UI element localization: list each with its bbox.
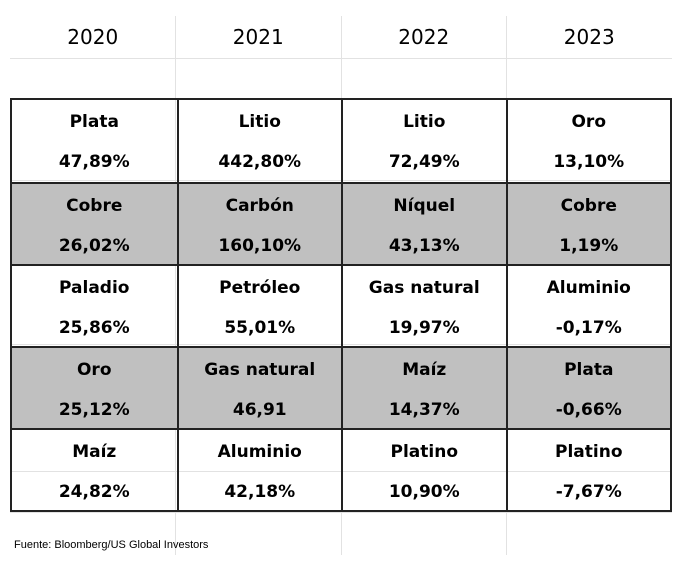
- commodity-name: Paladio: [59, 278, 130, 298]
- year-header: 2021: [232, 25, 284, 49]
- commodity-return: 24,82%: [58, 482, 130, 502]
- table-cell: Litio 442,80%: [176, 100, 342, 182]
- table-cell: Platino 10,90%: [341, 430, 506, 512]
- commodity-return: 19,97%: [388, 318, 460, 338]
- year-header: 2023: [563, 25, 615, 49]
- commodities-table: Plata 47,89% Litio 442,80% Litio 72,49% …: [10, 98, 672, 512]
- spreadsheet: 2020 2021 2022 2023 Plata 47,89% Litio 4…: [10, 16, 672, 555]
- commodity-return: 43,13%: [388, 236, 460, 256]
- table-cell: Platino -7,67%: [505, 430, 671, 512]
- table-cell: Oro 13,10%: [505, 100, 671, 182]
- table-row: Cobre 26,02% Carbón 160,10% Níquel 43,13…: [12, 182, 671, 266]
- table-cell: Litio 72,49%: [341, 100, 506, 182]
- commodity-return: 14,37%: [388, 400, 460, 420]
- commodity-name: Oro: [571, 112, 606, 132]
- year-header: 2022: [398, 25, 450, 49]
- commodity-return: 26,02%: [58, 236, 130, 256]
- gridline: [175, 16, 176, 555]
- commodity-return: -0,66%: [555, 400, 622, 420]
- commodity-return: 42,18%: [224, 482, 296, 502]
- commodity-return: 160,10%: [218, 236, 302, 256]
- table-row: Oro 25,12% Gas natural 46,91 Maíz 14,37%…: [12, 346, 671, 430]
- commodity-name: Litio: [238, 112, 281, 132]
- table-cell: Cobre 1,19%: [505, 184, 671, 266]
- table-cell: Maíz 24,82%: [12, 430, 177, 512]
- commodity-name: Oro: [76, 360, 112, 380]
- commodity-return: 55,01%: [224, 318, 296, 338]
- table-cell: Aluminio -0,17%: [505, 266, 671, 348]
- commodity-name: Petróleo: [219, 278, 301, 298]
- table-cell: Gas natural 19,97%: [341, 266, 506, 348]
- commodity-return: 442,80%: [218, 152, 302, 172]
- gridline: [10, 512, 672, 513]
- commodity-name: Carbón: [225, 196, 294, 216]
- table-cell: Plata -0,66%: [505, 348, 671, 430]
- table-cell: Níquel 43,13%: [341, 184, 506, 266]
- table-cell: Gas natural 46,91: [176, 348, 342, 430]
- commodity-name: Platino: [390, 442, 459, 462]
- commodity-return: 1,19%: [559, 236, 619, 256]
- commodity-name: Plata: [69, 112, 119, 132]
- commodity-return: 25,86%: [58, 318, 130, 338]
- year-header-row: 2020 2021 2022 2023: [10, 16, 672, 58]
- commodity-name: Maíz: [402, 360, 447, 380]
- commodity-name: Platino: [555, 442, 623, 462]
- commodity-name: Níquel: [393, 196, 456, 216]
- year-header: 2020: [67, 25, 119, 49]
- source-note: Fuente: Bloomberg/US Global Investors: [14, 539, 209, 551]
- commodity-name: Plata: [564, 360, 614, 380]
- commodity-name: Gas natural: [204, 360, 316, 380]
- table-cell: Cobre 26,02%: [12, 184, 177, 266]
- commodity-return: 46,91: [232, 400, 287, 420]
- table-cell: Plata 47,89%: [12, 100, 177, 182]
- commodity-name: Aluminio: [546, 278, 631, 298]
- commodity-return: 47,89%: [58, 152, 130, 172]
- table-row: Paladio 25,86% Petróleo 55,01% Gas natur…: [12, 264, 671, 348]
- table-cell: Carbón 160,10%: [176, 184, 342, 266]
- commodity-name: Maíz: [72, 442, 117, 462]
- commodity-name: Gas natural: [368, 278, 480, 298]
- table-cell: Paladio 25,86%: [12, 266, 177, 348]
- table-cell: Oro 25,12%: [12, 348, 177, 430]
- gridline: [10, 58, 672, 59]
- commodity-return: 25,12%: [58, 400, 130, 420]
- commodity-name: Aluminio: [217, 442, 302, 462]
- commodity-return: -7,67%: [555, 482, 622, 502]
- table-cell: Aluminio 42,18%: [176, 430, 342, 512]
- commodity-name: Cobre: [560, 196, 617, 216]
- table-cell: Maíz 14,37%: [341, 348, 506, 430]
- table-row: Plata 47,89% Litio 442,80% Litio 72,49% …: [12, 100, 670, 182]
- commodity-return: 10,90%: [388, 482, 460, 502]
- commodity-return: -0,17%: [555, 318, 622, 338]
- table-cell: Petróleo 55,01%: [176, 266, 342, 348]
- commodity-return: 72,49%: [388, 152, 460, 172]
- table-row: Maíz 24,82% Aluminio 42,18% Platino 10,9…: [12, 428, 671, 512]
- commodity-name: Litio: [403, 112, 446, 132]
- commodity-name: Cobre: [66, 196, 123, 216]
- commodity-return: 13,10%: [553, 152, 625, 172]
